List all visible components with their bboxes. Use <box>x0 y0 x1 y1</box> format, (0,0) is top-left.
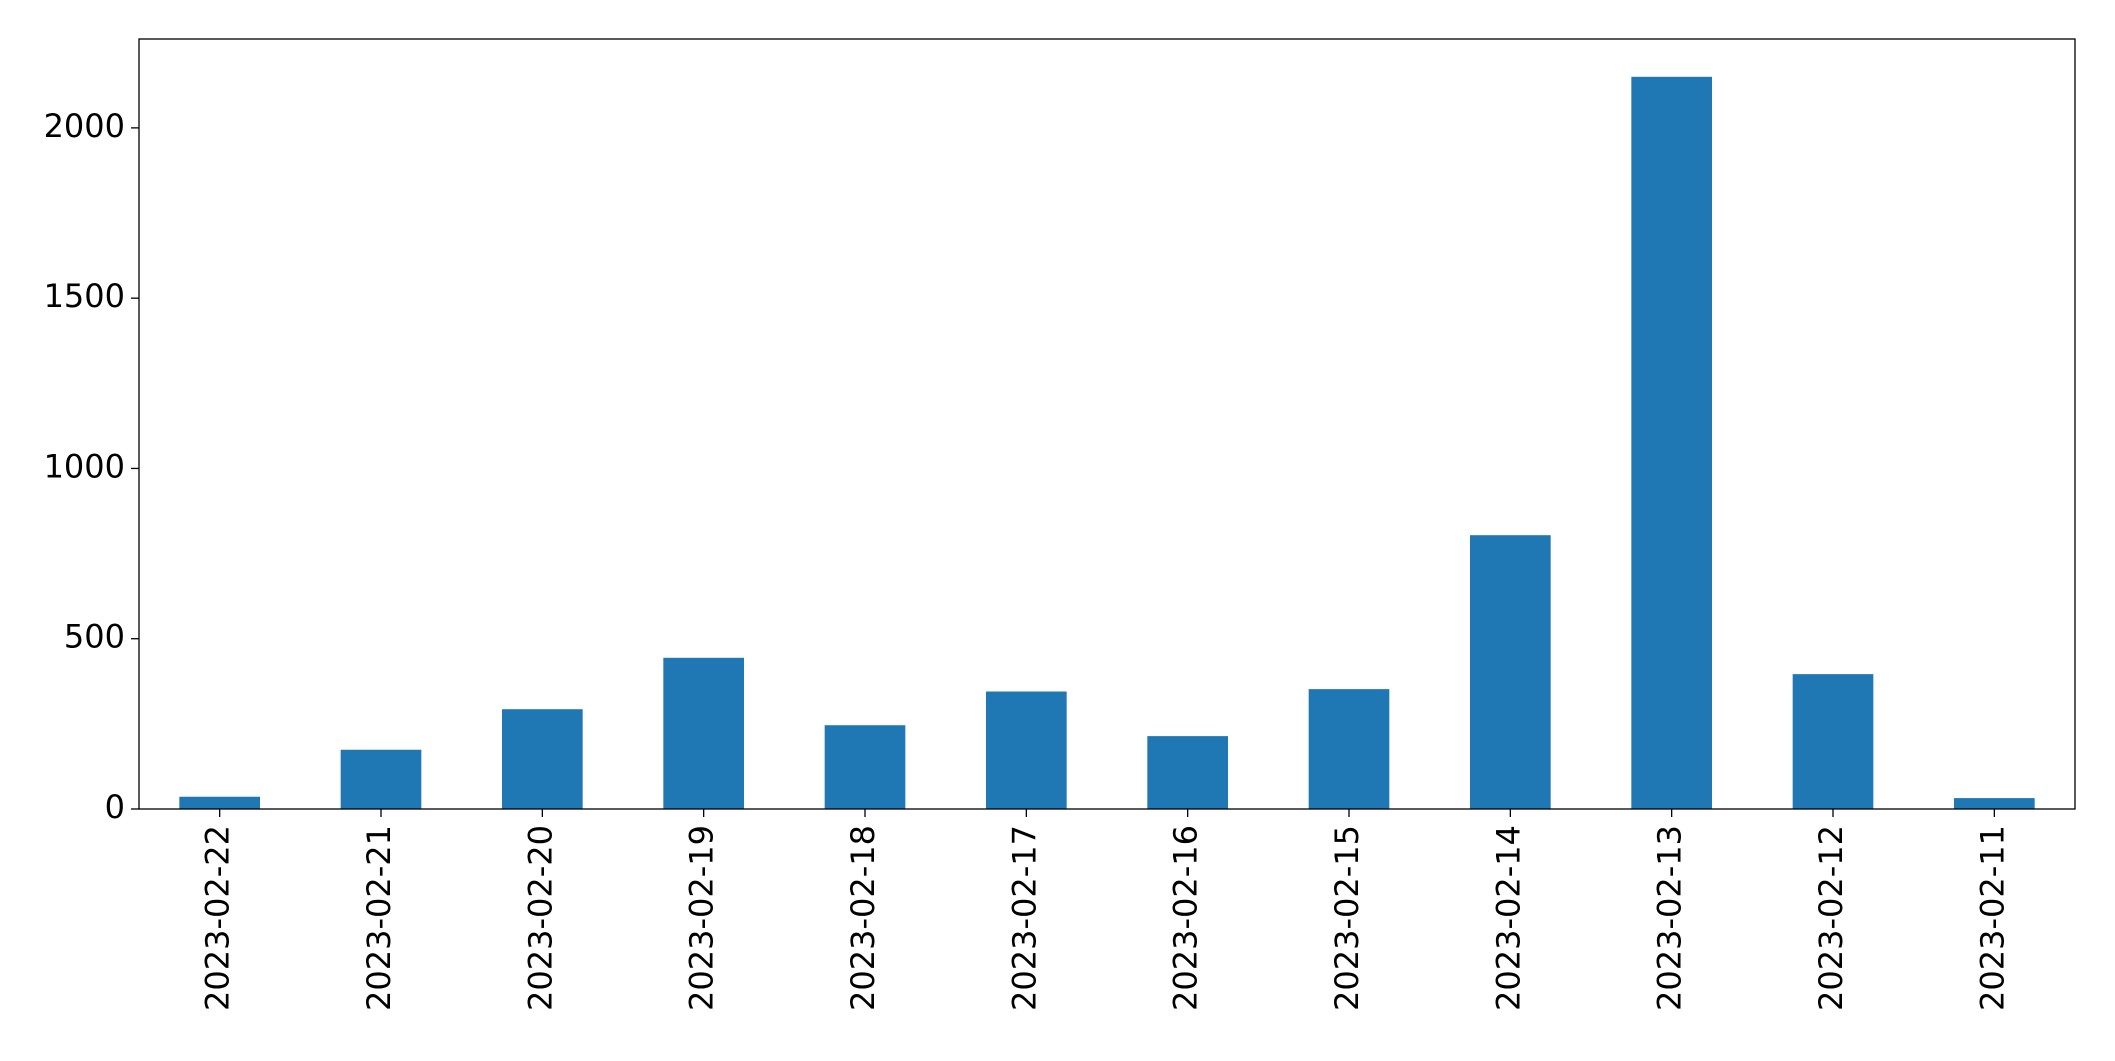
y-tick-label: 0 <box>105 788 125 826</box>
y-tick-label: 500 <box>64 618 125 656</box>
bar <box>179 796 260 809</box>
bar <box>340 749 422 809</box>
bar <box>1792 674 1874 809</box>
axes-frame <box>138 38 2076 810</box>
bar <box>1308 689 1390 809</box>
x-tick-label: 2023-02-22 <box>199 825 237 1011</box>
x-tick-label: 2023-02-11 <box>1973 825 2011 1011</box>
bar <box>1631 76 1712 809</box>
bar <box>1147 736 1228 809</box>
bar <box>986 691 1067 809</box>
x-tick-label: 2023-02-21 <box>360 825 398 1011</box>
x-tick-label: 2023-02-14 <box>1489 825 1527 1011</box>
x-tick-label: 2023-02-15 <box>1328 825 1366 1011</box>
x-tick-label: 2023-02-17 <box>1005 825 1043 1011</box>
x-tick-label: 2023-02-16 <box>1167 825 1205 1011</box>
bar <box>824 725 906 809</box>
x-tick-label: 2023-02-20 <box>521 825 559 1011</box>
y-tick-label: 1000 <box>44 447 125 485</box>
x-tick-label: 2023-02-12 <box>1812 825 1850 1011</box>
x-tick-label: 2023-02-19 <box>683 825 721 1011</box>
bar <box>1470 535 1551 809</box>
x-tick-label: 2023-02-18 <box>844 825 882 1011</box>
bar <box>502 709 583 809</box>
y-tick-label: 2000 <box>44 107 125 145</box>
y-tick-label: 1500 <box>44 277 125 315</box>
bar <box>1954 798 2035 809</box>
bar <box>663 657 744 809</box>
x-tick-label: 2023-02-13 <box>1651 825 1689 1011</box>
